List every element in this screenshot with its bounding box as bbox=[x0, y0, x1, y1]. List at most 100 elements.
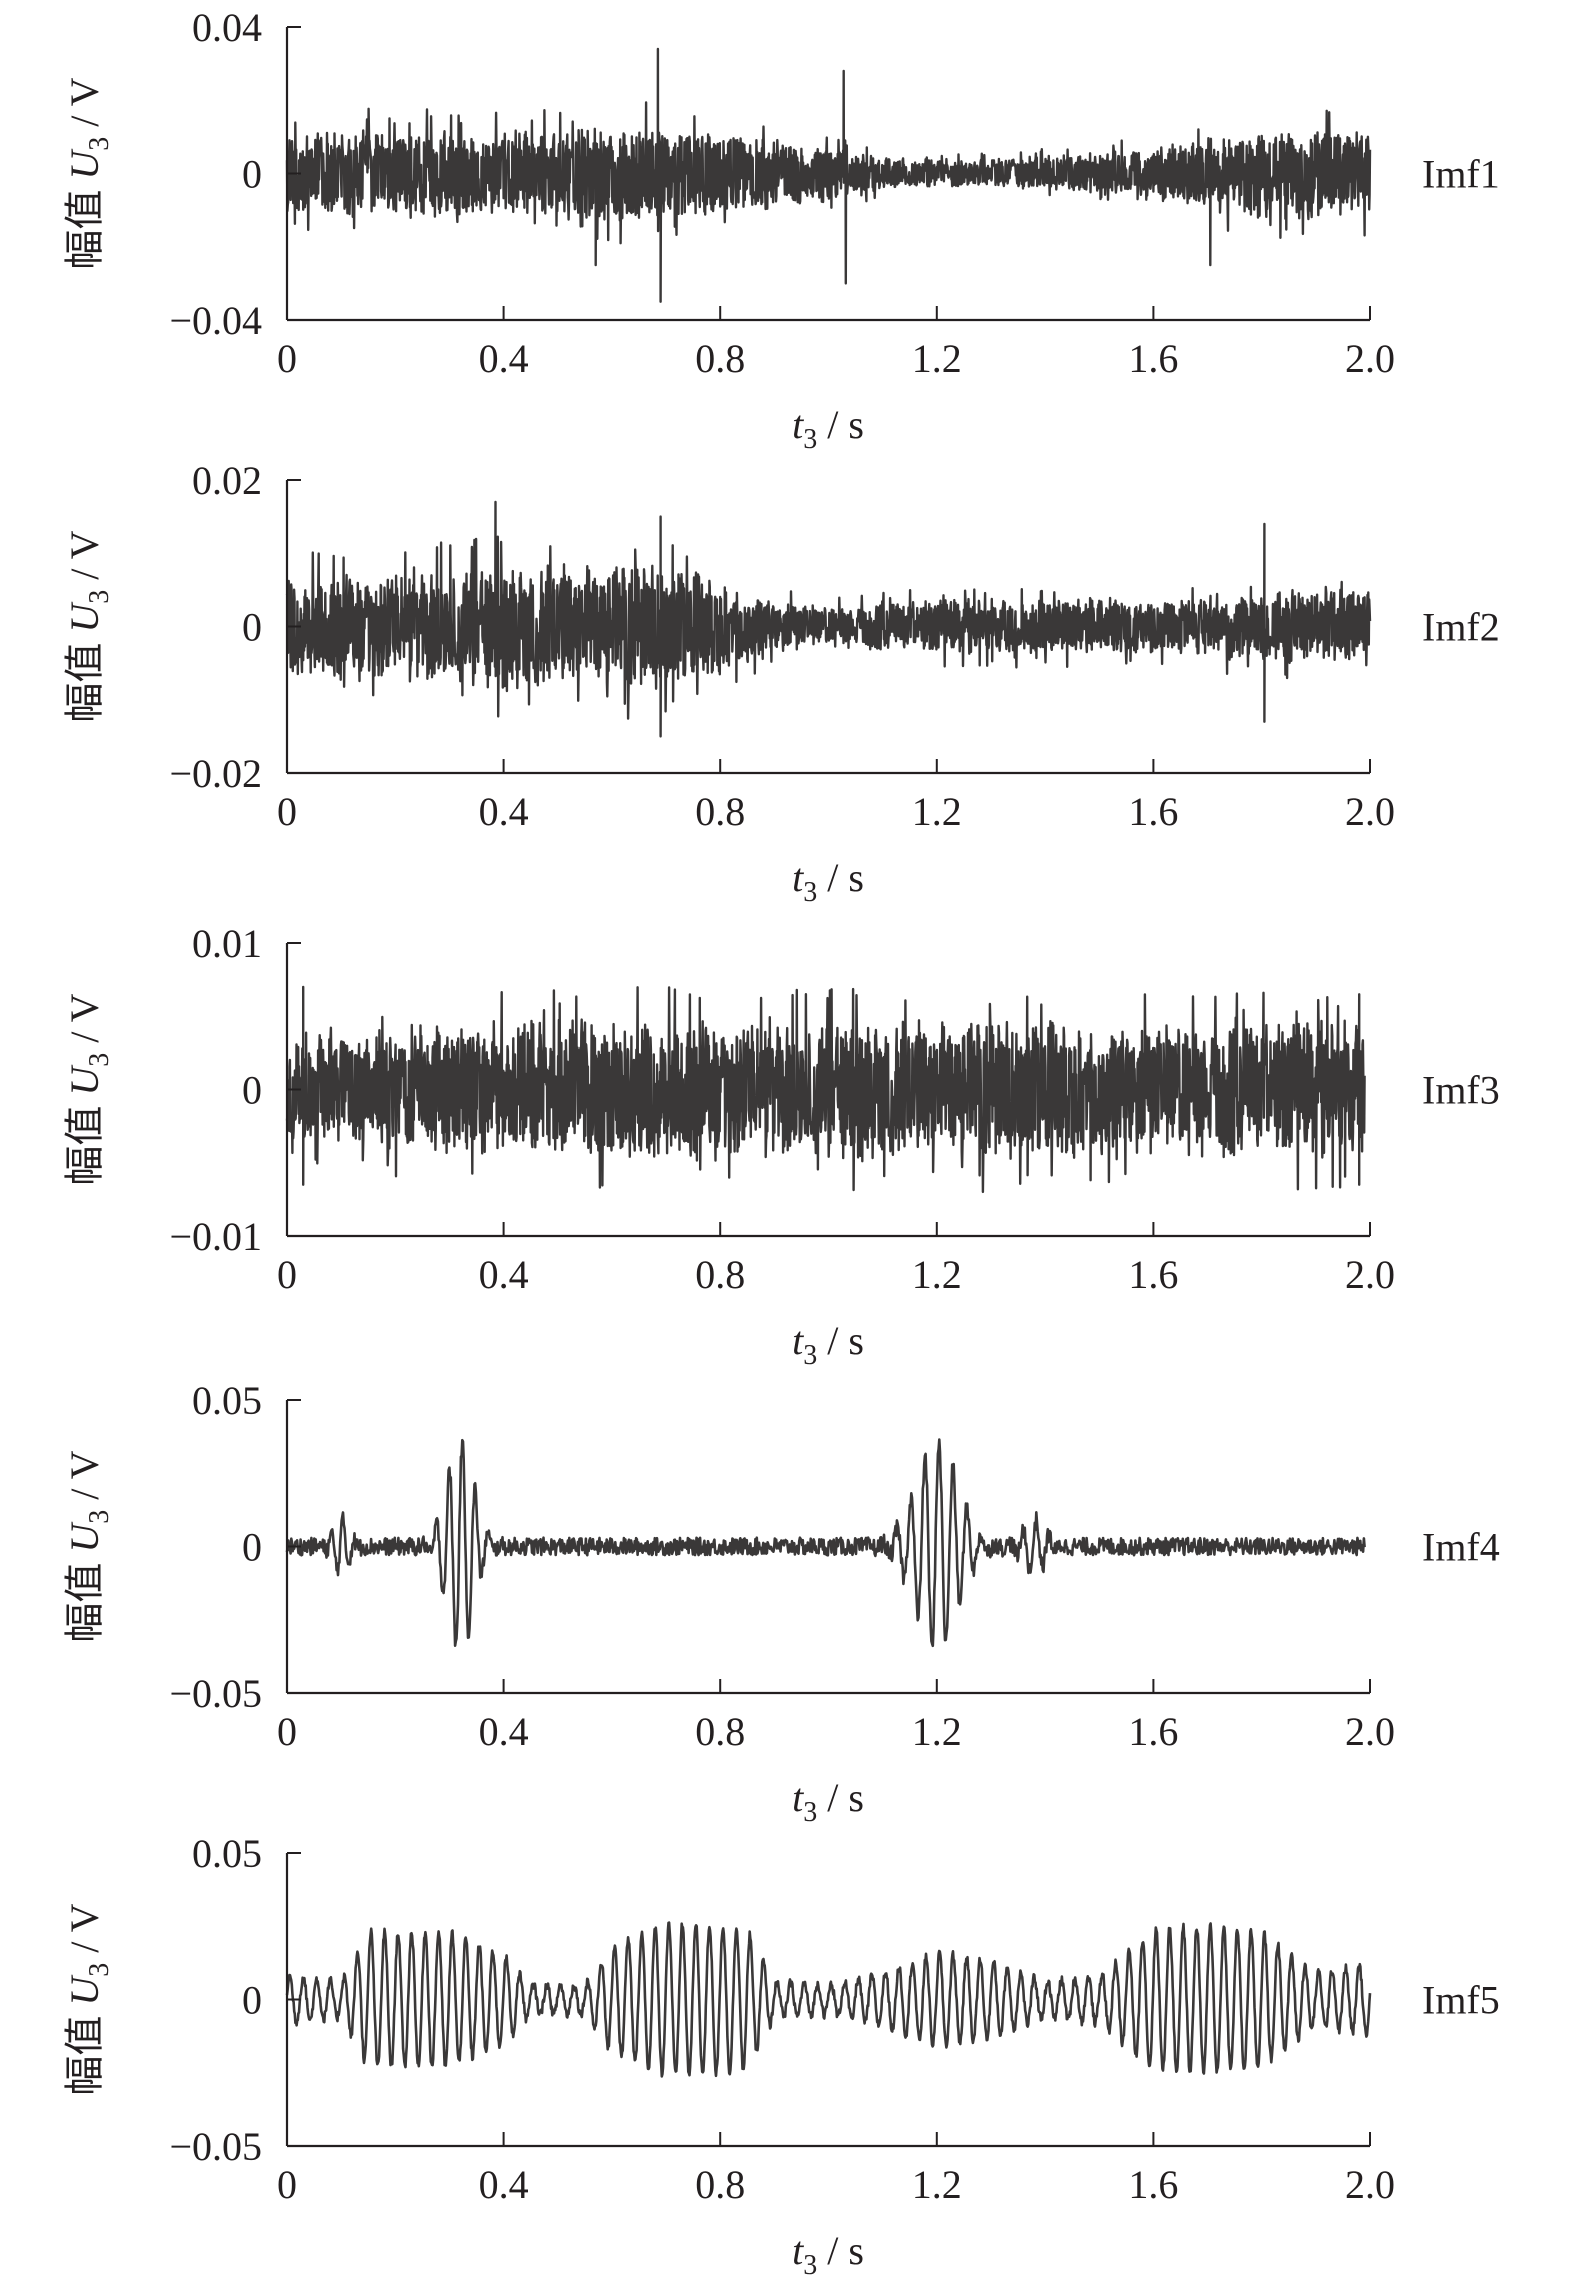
y-axis-prefix: 幅值 bbox=[62, 633, 107, 723]
x-axis-var: t bbox=[792, 855, 804, 900]
x-axis-unit: / s bbox=[817, 1318, 864, 1363]
x-tick-label: 0.4 bbox=[479, 789, 529, 834]
y-tick-label: 0.05 bbox=[192, 1378, 262, 1423]
y-axis-title: 幅值 U3 / V bbox=[62, 993, 115, 1185]
y-axis-title: 幅值 U3 / V bbox=[62, 77, 115, 269]
y-tick-label: 0 bbox=[242, 1525, 262, 1570]
x-axis-var: t bbox=[792, 1775, 804, 1820]
y-axis-title: 幅值 U3 / V bbox=[62, 530, 115, 722]
y-tick-label: 0.01 bbox=[192, 921, 262, 966]
y-tick-label: −0.05 bbox=[169, 2124, 262, 2169]
y-axis-var: U bbox=[62, 1521, 107, 1553]
x-tick-label: 0.4 bbox=[479, 1252, 529, 1297]
y-axis-sub: 3 bbox=[84, 1053, 115, 1067]
y-axis-unit: / V bbox=[62, 1450, 107, 1509]
x-tick-label: 1.6 bbox=[1128, 336, 1178, 381]
y-axis-sub: 3 bbox=[84, 137, 115, 151]
signal-trace bbox=[285, 1438, 1366, 1648]
x-tick-label: 1.6 bbox=[1128, 1709, 1178, 1754]
y-axis-prefix: 幅值 bbox=[62, 1096, 107, 1186]
y-axis-var: U bbox=[62, 148, 107, 180]
y-tick-label: −0.02 bbox=[169, 751, 262, 796]
y-tick-label: 0 bbox=[242, 152, 262, 197]
x-axis-title: t3 / s bbox=[792, 2228, 864, 2281]
x-tick-label: 2.0 bbox=[1345, 2162, 1395, 2207]
y-axis-var: U bbox=[62, 601, 107, 633]
y-axis-unit: / V bbox=[62, 1903, 107, 1962]
y-axis-title: 幅值 U3 / V bbox=[62, 1903, 115, 2095]
x-axis-unit: / s bbox=[817, 1775, 864, 1820]
signal-trace bbox=[285, 500, 1372, 738]
y-axis-var: U bbox=[62, 1064, 107, 1096]
x-tick-label: 2.0 bbox=[1345, 789, 1395, 834]
x-tick-label: 0 bbox=[277, 1252, 297, 1297]
y-axis-unit: / V bbox=[62, 77, 107, 136]
x-tick-label: 1.2 bbox=[912, 1709, 962, 1754]
x-axis-title: t3 / s bbox=[792, 402, 864, 455]
x-tick-label: 0 bbox=[277, 789, 297, 834]
y-axis-unit: / V bbox=[62, 530, 107, 589]
x-tick-label: 0.4 bbox=[479, 336, 529, 381]
x-tick-label: 0 bbox=[277, 336, 297, 381]
x-tick-label: 0.8 bbox=[695, 1252, 745, 1297]
x-tick-label: 0.8 bbox=[695, 1709, 745, 1754]
y-tick-label: 0.04 bbox=[192, 5, 262, 50]
x-axis-sub: 3 bbox=[803, 2250, 817, 2281]
signal-trace bbox=[285, 47, 1372, 303]
x-axis-var: t bbox=[792, 1318, 804, 1363]
y-axis-prefix: 幅值 bbox=[62, 2006, 107, 2096]
x-tick-label: 1.2 bbox=[912, 336, 962, 381]
x-axis-title: t3 / s bbox=[792, 1318, 864, 1371]
x-axis-unit: / s bbox=[817, 855, 864, 900]
y-tick-label: 0.02 bbox=[192, 458, 262, 503]
x-tick-label: 0.8 bbox=[695, 789, 745, 834]
x-tick-label: 1.2 bbox=[912, 789, 962, 834]
y-tick-label: −0.04 bbox=[169, 298, 262, 343]
x-tick-label: 1.6 bbox=[1128, 789, 1178, 834]
y-tick-label: 0.05 bbox=[192, 1831, 262, 1876]
x-axis-var: t bbox=[792, 402, 804, 447]
imf-label: Imf2 bbox=[1422, 605, 1500, 650]
imf-label: Imf4 bbox=[1422, 1525, 1500, 1570]
x-tick-label: 0 bbox=[277, 2162, 297, 2207]
y-axis-sub: 3 bbox=[84, 1963, 115, 1977]
y-tick-label: −0.01 bbox=[169, 1214, 262, 1259]
x-tick-label: 0 bbox=[277, 1709, 297, 1754]
x-axis-title: t3 / s bbox=[792, 1775, 864, 1828]
y-axis-var: U bbox=[62, 1974, 107, 2006]
imf-label: Imf1 bbox=[1422, 152, 1500, 197]
x-axis-unit: / s bbox=[817, 402, 864, 447]
y-axis-title: 幅值 U3 / V bbox=[62, 1450, 115, 1642]
y-tick-label: 0 bbox=[242, 1978, 262, 2023]
x-tick-label: 1.6 bbox=[1128, 1252, 1178, 1297]
x-tick-label: 1.2 bbox=[912, 1252, 962, 1297]
y-tick-label: 0 bbox=[242, 605, 262, 650]
y-axis-sub: 3 bbox=[84, 590, 115, 604]
x-axis-sub: 3 bbox=[803, 1797, 817, 1828]
x-axis-sub: 3 bbox=[803, 877, 817, 908]
x-tick-label: 2.0 bbox=[1345, 1252, 1395, 1297]
signal-trace bbox=[285, 1921, 1372, 2078]
y-axis-unit: / V bbox=[62, 993, 107, 1052]
y-axis-prefix: 幅值 bbox=[62, 180, 107, 270]
imf-label: Imf3 bbox=[1422, 1068, 1500, 1113]
x-axis-var: t bbox=[792, 2228, 804, 2273]
x-tick-label: 2.0 bbox=[1345, 1709, 1395, 1754]
y-axis-sub: 3 bbox=[84, 1510, 115, 1524]
imf-label: Imf5 bbox=[1422, 1978, 1500, 2023]
x-tick-label: 0.4 bbox=[479, 2162, 529, 2207]
signal-trace bbox=[285, 985, 1366, 1194]
x-tick-label: 0.4 bbox=[479, 1709, 529, 1754]
x-axis-sub: 3 bbox=[803, 424, 817, 455]
x-tick-label: 0.8 bbox=[695, 336, 745, 381]
y-tick-label: −0.05 bbox=[169, 1671, 262, 1716]
x-axis-sub: 3 bbox=[803, 1340, 817, 1371]
x-tick-label: 1.2 bbox=[912, 2162, 962, 2207]
x-axis-unit: / s bbox=[817, 2228, 864, 2273]
